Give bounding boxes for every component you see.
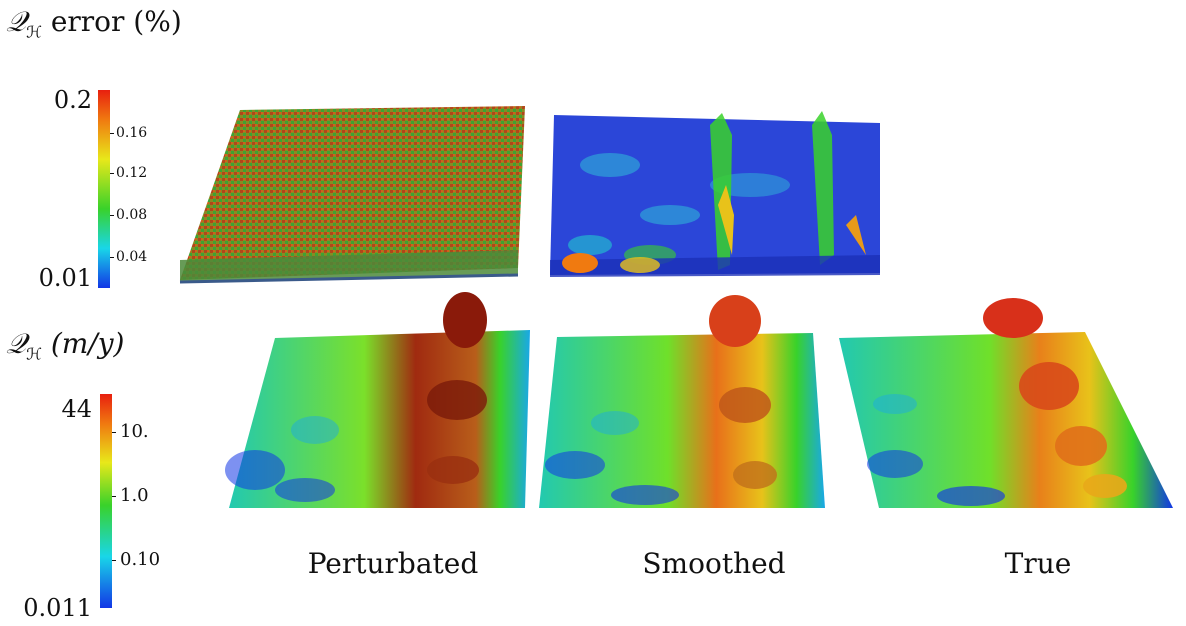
error-colorbar-min-label: 0.01 xyxy=(38,264,92,292)
error-tickmark xyxy=(110,257,114,258)
perturbated-error-surface xyxy=(179,106,525,284)
error-colorbar-max-label: 0.2 xyxy=(53,86,92,114)
column-label-true: True xyxy=(1004,547,1072,580)
true-flux-surface xyxy=(839,298,1173,508)
error-tick-label: 0.12 xyxy=(116,165,148,181)
column-label-perturbated: Perturbated xyxy=(307,547,479,580)
flux-colorbar-title: 𝒬ℋ (m/y) xyxy=(6,330,124,363)
flux-tickmark xyxy=(112,560,116,561)
error-tickmark xyxy=(110,215,114,216)
flux-colorbar-max-label: 44 xyxy=(61,395,92,423)
error-tick-label: 0.04 xyxy=(116,249,148,265)
flux-title-text: (m/y) xyxy=(41,327,125,360)
error-title-symbol: 𝒬 xyxy=(6,5,27,38)
error-tickmark xyxy=(110,133,114,134)
error-colorbar xyxy=(98,90,110,288)
flux-tickmark xyxy=(112,432,116,433)
flux-title-subscript: ℋ xyxy=(26,344,42,364)
flux-tick-label: 10. xyxy=(120,421,149,442)
column-label-smoothed: Smoothed xyxy=(642,547,786,580)
smoothed-error-surface xyxy=(550,111,880,277)
error-tick-label: 0.16 xyxy=(116,125,148,141)
flux-tickmark xyxy=(112,496,116,497)
error-tickmark xyxy=(110,173,114,174)
flux-tick-label: 1.0 xyxy=(120,485,149,506)
error-title-subscript: ℋ xyxy=(26,22,42,42)
error-colorbar-title: 𝒬ℋ error (%) xyxy=(6,8,182,41)
error-tick-label: 0.08 xyxy=(116,207,148,223)
smoothed-flux-surface xyxy=(539,295,825,508)
flux-colorbar-min-label: 0.011 xyxy=(23,594,92,622)
error-title-text: error (%) xyxy=(41,5,182,38)
flux-tick-label: 0.10 xyxy=(120,549,161,570)
flux-colorbar xyxy=(100,394,112,608)
flux-title-symbol: 𝒬 xyxy=(6,327,27,360)
perturbated-flux-surface xyxy=(225,292,530,508)
